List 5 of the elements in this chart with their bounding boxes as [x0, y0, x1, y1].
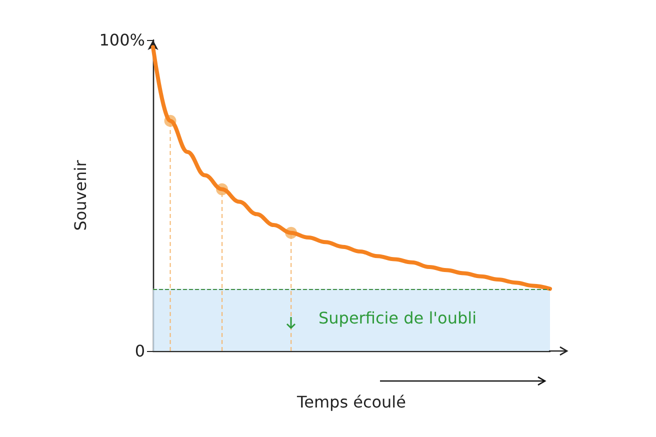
- band-label: Superficie de l'oubli: [318, 308, 477, 328]
- y-tick-label: 0: [134, 342, 145, 360]
- x-axis-title: Temps écoulé: [296, 392, 406, 412]
- y-axis-title: Souvenir: [70, 160, 90, 231]
- y-tick-label: 100%: [99, 30, 145, 50]
